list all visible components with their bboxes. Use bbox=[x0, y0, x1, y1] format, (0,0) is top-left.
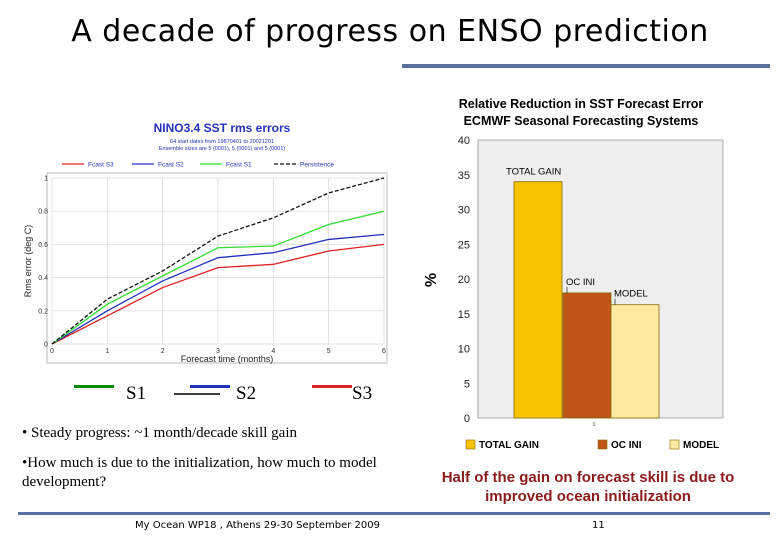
legend-s3-label: S3 bbox=[352, 383, 373, 404]
bar-chart-y-tick: 0 bbox=[464, 413, 470, 425]
bar-label: MODEL bbox=[614, 289, 648, 300]
line-chart-y-tick: 0.2 bbox=[38, 308, 48, 315]
legend-s1-label: S1 bbox=[126, 383, 147, 404]
bar-chart-y-tick: 5 bbox=[464, 378, 470, 390]
line-legend-label: Fcast S1 bbox=[226, 162, 252, 169]
legend-s1-line bbox=[74, 385, 114, 388]
bar-legend-swatch bbox=[597, 439, 608, 450]
line-legend-label: Fcast S3 bbox=[88, 162, 114, 169]
line-chart-subtitle-2: Ensemble sizes are 5 (0001), 5 (0001) an… bbox=[159, 146, 285, 152]
bar-chart-y-tick: 15 bbox=[458, 309, 470, 321]
bar-chart-subtitle: ECMWF Seasonal Forecasting Systems bbox=[464, 114, 699, 128]
line-chart-y-tick: 0.6 bbox=[38, 242, 48, 249]
conclusion-text: Half of the gain on forecast skill is du… bbox=[441, 469, 735, 505]
bar-label: OC INI bbox=[566, 277, 595, 288]
bar-chart-y-tick: 10 bbox=[458, 344, 470, 356]
footer-rule bbox=[18, 512, 770, 515]
bar-label: TOTAL GAIN bbox=[506, 167, 561, 178]
line-chart-subtitle-1: 64 start dates from 19870401 to 20021201 bbox=[170, 139, 274, 145]
line-chart-x-tick: 5 bbox=[327, 348, 331, 355]
bar-chart-x-tick: 1 bbox=[593, 422, 596, 428]
slide-title: A decade of progress on ENSO prediction bbox=[71, 14, 709, 49]
bar-model bbox=[610, 304, 660, 419]
line-chart-x-tick: 4 bbox=[271, 348, 275, 355]
bar-oc-ini bbox=[562, 292, 612, 419]
bar-legend-label: MODEL bbox=[683, 440, 719, 451]
bar-chart-y-tick: 25 bbox=[458, 239, 470, 251]
legend-s2-label: S2 bbox=[236, 383, 257, 404]
bullet-initialization-question: •How much is due to the initialization, … bbox=[22, 455, 377, 490]
title-underline bbox=[402, 64, 770, 68]
relative-reduction-bar-chart: Relative Reduction in SST Forecast Error… bbox=[423, 97, 724, 451]
line-series-fcast-s2 bbox=[51, 233, 385, 345]
legend-s2-line bbox=[190, 385, 230, 388]
bar-chart-y-tick: 30 bbox=[458, 205, 470, 217]
bar-chart-title: Relative Reduction in SST Forecast Error bbox=[459, 97, 704, 111]
line-series-persistence bbox=[51, 177, 385, 345]
bar-legend-swatch bbox=[465, 439, 476, 450]
line-legend-label: Fcast S2 bbox=[158, 162, 184, 169]
legend-s3-line bbox=[312, 385, 352, 388]
bullet-steady-progress: • Steady progress: ~1 month/decade skill… bbox=[22, 425, 297, 441]
line-chart-y-tick: 1 bbox=[44, 176, 48, 183]
line-chart-x-tick: 2 bbox=[161, 348, 165, 355]
line-chart-x-tick: 1 bbox=[105, 348, 109, 355]
bar-chart-y-tick: 20 bbox=[458, 274, 470, 286]
footer-left: My Ocean WP18 , Athens 29-30 September 2… bbox=[135, 520, 381, 531]
line-legend-label: Persistence bbox=[300, 162, 334, 169]
line-chart-x-tick: 0 bbox=[50, 348, 54, 355]
bar-legend-label: OC INI bbox=[611, 440, 642, 451]
line-chart-x-tick: 6 bbox=[382, 348, 386, 355]
nino-rms-line-chart: 0 1 2 3 4 5 6 0 0.2 0.4 0.6 0.8 1 Fcast S3 Fcast S2 Fc… bbox=[23, 121, 388, 395]
line-chart-x-axis-label: Forecast time (months) bbox=[181, 354, 274, 364]
bar-chart-y-tick: 35 bbox=[458, 170, 470, 182]
bar-total-gain bbox=[513, 181, 563, 419]
bar-chart-y-tick: 40 bbox=[458, 135, 470, 147]
bar-legend-label: TOTAL GAIN bbox=[479, 440, 539, 451]
line-chart-y-tick: 0.4 bbox=[38, 275, 48, 282]
line-series-fcast-s1 bbox=[51, 210, 385, 345]
line-chart-x-tick: 3 bbox=[216, 348, 220, 355]
line-chart-title: NINO3.4 SST rms errors bbox=[154, 121, 291, 135]
bar-chart-y-axis-label: % bbox=[423, 273, 440, 287]
line-series-fcast-s3 bbox=[51, 243, 385, 345]
bar-legend-swatch bbox=[669, 439, 680, 450]
line-chart-y-axis-label: Rms error (deg C) bbox=[23, 225, 33, 298]
footer-page-number: 11 bbox=[592, 520, 605, 531]
line-chart-y-tick: 0.8 bbox=[38, 209, 48, 216]
line-chart-y-tick: 0 bbox=[44, 342, 48, 349]
